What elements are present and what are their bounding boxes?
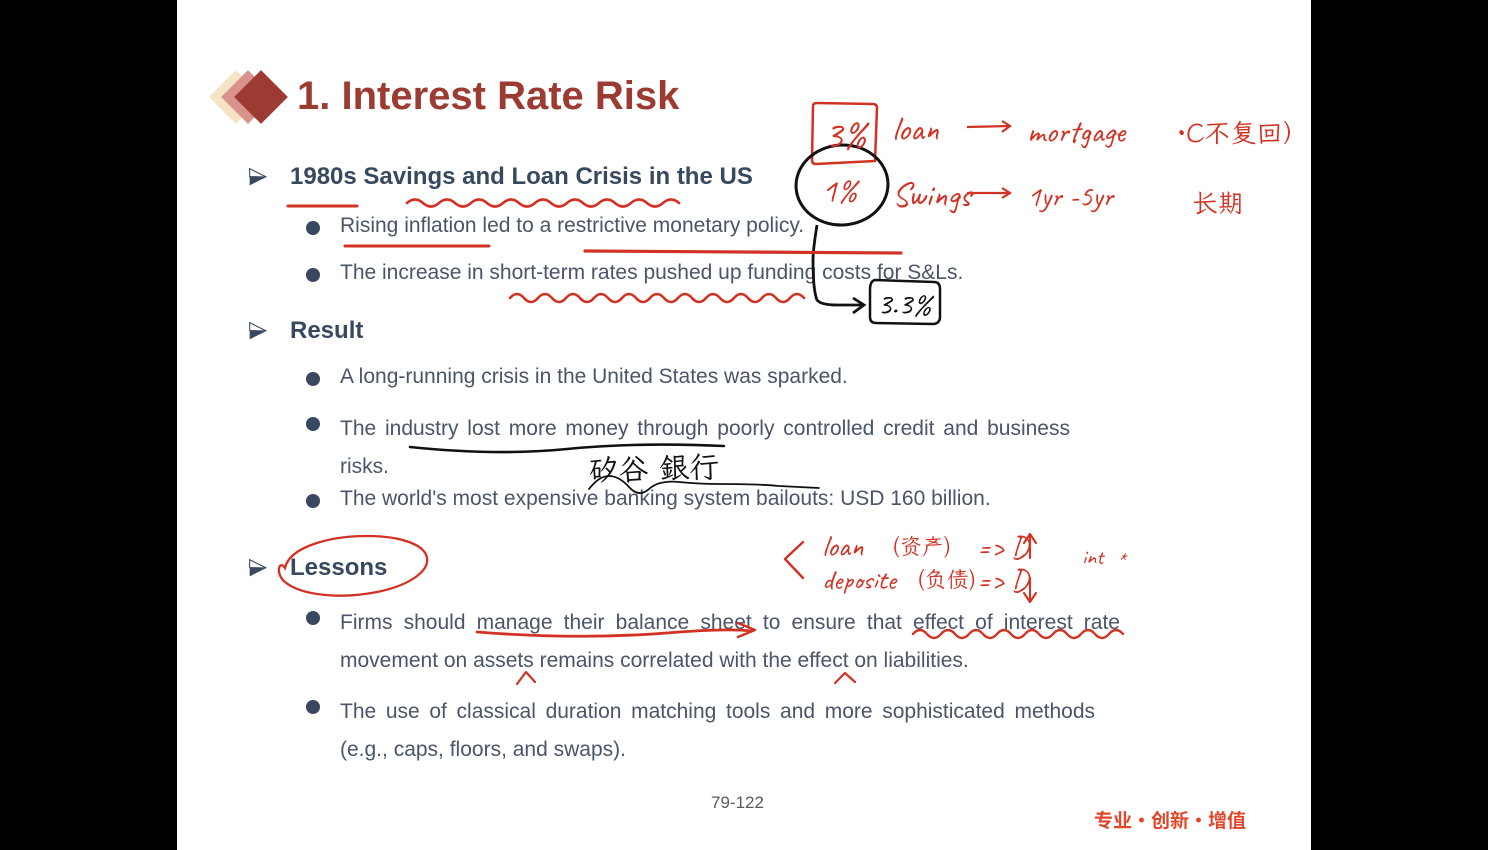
svg-text:deposite: deposite <box>822 563 898 598</box>
svg-text:长期: 长期 <box>1192 186 1244 220</box>
svg-text:1yr -5yr: 1yr -5yr <box>1027 177 1115 215</box>
svg-text:mortgage: mortgage <box>1027 111 1128 152</box>
svg-text:loan: loan <box>892 108 939 151</box>
svg-text:int: int <box>1082 543 1106 571</box>
svg-text:Swings: Swings <box>892 174 974 217</box>
svg-text:loan: loan <box>822 527 864 565</box>
svg-text:1%: 1% <box>820 168 861 213</box>
svg-text:=> D: => D <box>977 561 1031 599</box>
svg-text:·C不复回）: ·C不复回） <box>1177 116 1308 150</box>
svg-text:3.3%: 3.3% <box>877 283 935 324</box>
svg-text:*: * <box>1117 549 1128 574</box>
svg-text:3%: 3% <box>823 108 872 160</box>
svg-text:(资产): (资产) <box>892 532 951 561</box>
svg-text:(负债): (负债) <box>917 565 976 594</box>
svg-text:=> D: => D <box>977 528 1031 566</box>
